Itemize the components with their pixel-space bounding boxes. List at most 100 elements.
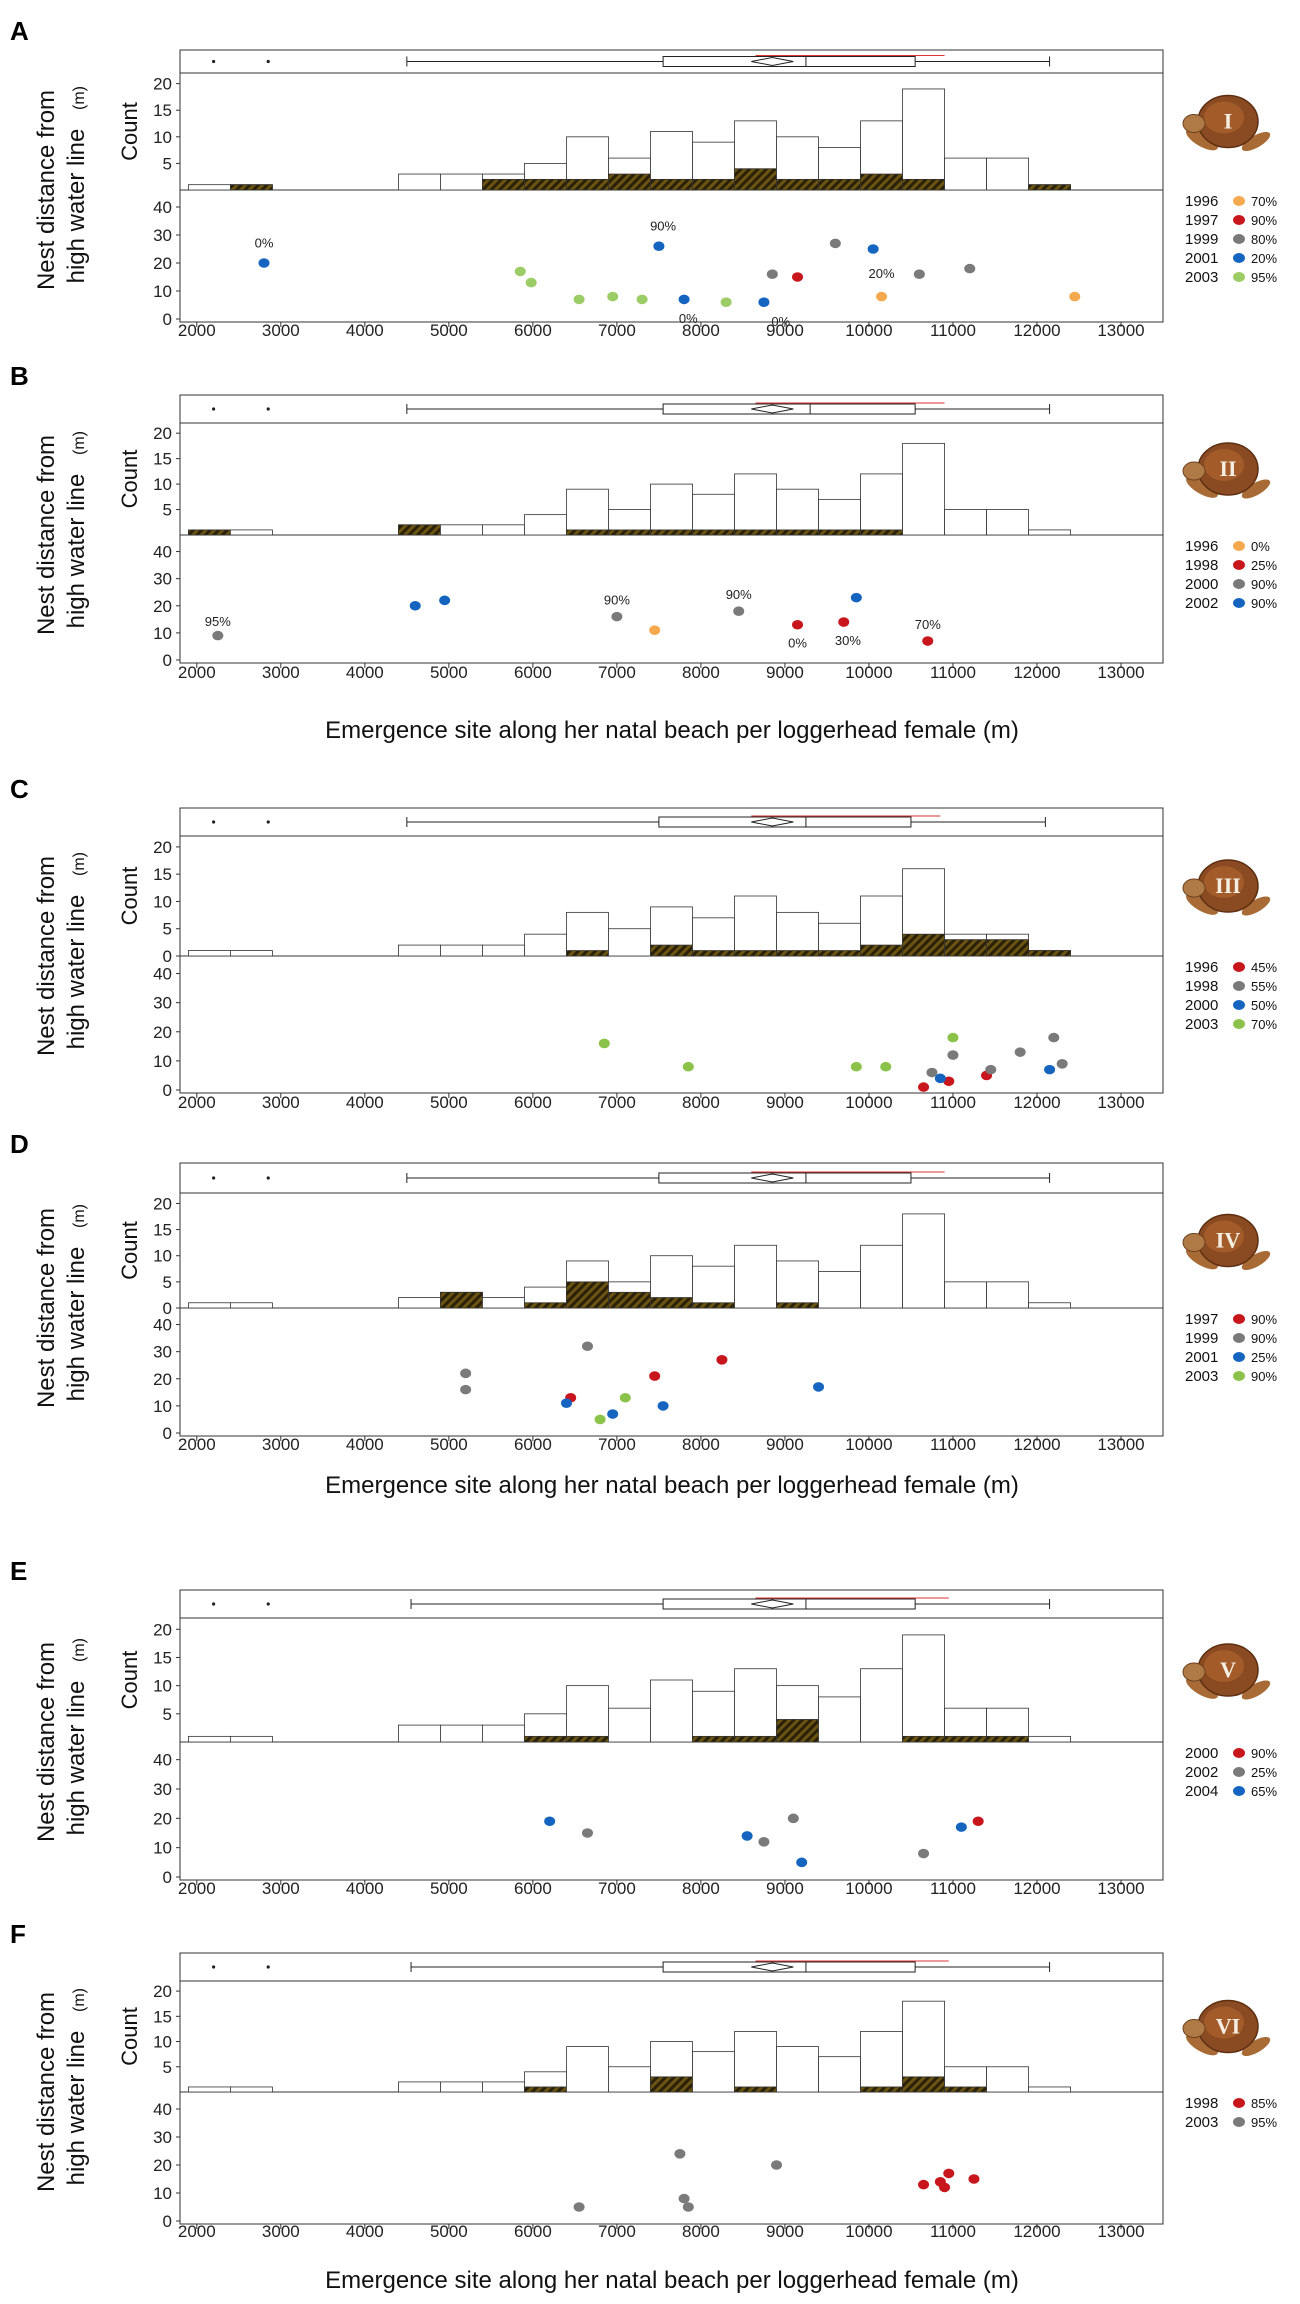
hist-ytick-label: 20 bbox=[153, 1982, 172, 2001]
scatter-point-2003 bbox=[619, 1392, 631, 1403]
x-tick-label: 6000 bbox=[514, 2222, 552, 2241]
x-tick-label: 13000 bbox=[1097, 1093, 1144, 1112]
boxplot-mean-diamond bbox=[751, 1599, 794, 1609]
histogram-bar-focal bbox=[986, 1735, 1029, 1743]
x-tick-label: 4000 bbox=[346, 1093, 384, 1112]
x-axis-label: Emergence site along her natal beach per… bbox=[325, 1472, 1019, 1499]
histogram-bar bbox=[944, 157, 987, 191]
legend-percent: 90% bbox=[1251, 213, 1277, 228]
scatter-point-2001 bbox=[258, 258, 270, 268]
histogram-bar bbox=[524, 933, 567, 957]
x-tick-label: 5000 bbox=[430, 1435, 468, 1454]
turtle-shell-pattern bbox=[1204, 2006, 1244, 2039]
scatter-frame bbox=[179, 1741, 1164, 1881]
x-tick-label: 10000 bbox=[845, 2222, 892, 2241]
hist-ytick-label: 15 bbox=[153, 1648, 172, 1667]
count-axis-label: Count bbox=[117, 867, 142, 926]
scatter-point-1999 bbox=[964, 263, 976, 274]
histogram-bar bbox=[692, 1690, 735, 1743]
scatter-point-1998 bbox=[1056, 1059, 1068, 1069]
legend-marker bbox=[1233, 1767, 1245, 1777]
histogram-bar bbox=[860, 1244, 903, 1309]
x-tick-label: 10000 bbox=[845, 321, 892, 340]
legend-year: 2001 bbox=[1185, 250, 1218, 267]
histogram-bar bbox=[734, 1244, 777, 1309]
scatter-point-1998 bbox=[838, 617, 850, 627]
boxplot-outlier bbox=[212, 1602, 216, 1606]
hist-ytick-label: 10 bbox=[153, 128, 172, 147]
legend-percent: 25% bbox=[1251, 558, 1277, 573]
boxplot-box bbox=[662, 1598, 916, 1610]
scatter-ytick-label: 40 bbox=[153, 1316, 172, 1335]
x-tick-label: 12000 bbox=[1013, 1879, 1060, 1898]
x-tick-label: 3000 bbox=[262, 321, 300, 340]
legend-marker bbox=[1233, 234, 1245, 244]
legend-percent: 25% bbox=[1251, 1350, 1277, 1365]
scatter-point-2003 bbox=[850, 1061, 862, 1072]
turtle-illustration: IV bbox=[1182, 1213, 1271, 1271]
hist-ytick-label: 20 bbox=[153, 75, 172, 94]
legend-percent: 90% bbox=[1251, 1746, 1277, 1761]
histogram-bar-focal bbox=[650, 178, 693, 191]
histogram-bar bbox=[482, 1297, 525, 1309]
hist-ytick-label: 5 bbox=[163, 154, 172, 173]
legend-percent: 95% bbox=[1251, 270, 1277, 285]
hist-ytick-label: 5 bbox=[163, 1273, 172, 1292]
y-axis-label-line2: high water line bbox=[63, 129, 90, 284]
histogram-bar-focal bbox=[692, 950, 735, 957]
boxplot-outlier bbox=[266, 59, 270, 64]
boxplot-outlier bbox=[266, 1602, 270, 1606]
histogram-bar bbox=[230, 2086, 273, 2093]
hist-ytick-label: 15 bbox=[153, 2007, 172, 2026]
hist-ytick-label: 10 bbox=[153, 1247, 172, 1266]
histogram-bar bbox=[692, 2051, 735, 2093]
x-tick-label: 13000 bbox=[1097, 663, 1144, 682]
y-axis-label: Nest distance from high water line (m) bbox=[33, 431, 90, 635]
x-tick-label: 13000 bbox=[1097, 321, 1144, 340]
scatter-point-2003 bbox=[594, 1414, 606, 1425]
hist-ytick-label: 15 bbox=[153, 865, 172, 884]
scatter-point-2002 bbox=[581, 1828, 593, 1838]
panel-c: C 0 5 10 15 20 Count 0 10 20 30 40 2000 3000 4000 5000 6… bbox=[10, 774, 1277, 1112]
x-tick-label: 8000 bbox=[682, 663, 720, 682]
hist-ytick-label: 20 bbox=[153, 1194, 172, 1213]
scatter-point-2001 bbox=[813, 1382, 825, 1392]
histogram-bar bbox=[818, 2056, 861, 2093]
legend-marker bbox=[1233, 1748, 1245, 1758]
point-annotation: 0% bbox=[788, 636, 807, 651]
legend-year: 2000 bbox=[1185, 1745, 1218, 1762]
scatter-point-1998 bbox=[947, 1050, 959, 1060]
histogram-bar bbox=[608, 928, 651, 957]
x-tick-label: 4000 bbox=[346, 1879, 384, 1898]
turtle-head bbox=[1182, 114, 1206, 133]
turtle-flipper bbox=[1186, 1677, 1218, 1699]
scatter-point-2001 bbox=[758, 297, 770, 308]
histogram-bar-focal bbox=[776, 178, 819, 191]
x-tick-label: 11000 bbox=[930, 1435, 976, 1454]
histogram-bar bbox=[986, 2066, 1029, 2093]
histogram-bar-focal bbox=[776, 529, 819, 536]
legend-percent: 90% bbox=[1251, 1312, 1277, 1327]
legend-year: 1998 bbox=[1185, 2095, 1218, 2112]
scatter-point-1997 bbox=[649, 1371, 661, 1381]
x-tick-label: 8000 bbox=[682, 321, 720, 340]
hist-ytick-label: 20 bbox=[153, 838, 172, 857]
histogram-bar bbox=[818, 498, 861, 536]
turtle-flipper bbox=[1186, 128, 1218, 151]
y-axis-label-line2: high water line bbox=[63, 1247, 90, 1402]
histogram-bar-focal bbox=[776, 1719, 819, 1743]
turtle-head bbox=[1182, 1233, 1206, 1252]
y-axis-label-unit: (m) bbox=[71, 431, 88, 455]
x-tick-label: 9000 bbox=[766, 663, 804, 682]
histogram-bar-focal bbox=[692, 1302, 735, 1309]
legend-year: 1996 bbox=[1185, 959, 1218, 976]
x-tick-label: 8000 bbox=[682, 2222, 720, 2241]
x-tick-label: 2000 bbox=[178, 663, 216, 682]
histogram-bar bbox=[398, 1724, 441, 1743]
legend-marker bbox=[1233, 1314, 1245, 1324]
legend-year: 1996 bbox=[1185, 193, 1218, 210]
scatter-point-1999 bbox=[829, 238, 841, 249]
turtle-flipper bbox=[1186, 2033, 1218, 2056]
boxplot-mean-diamond bbox=[751, 1962, 794, 1972]
scatter-ytick-label: 30 bbox=[153, 570, 172, 589]
